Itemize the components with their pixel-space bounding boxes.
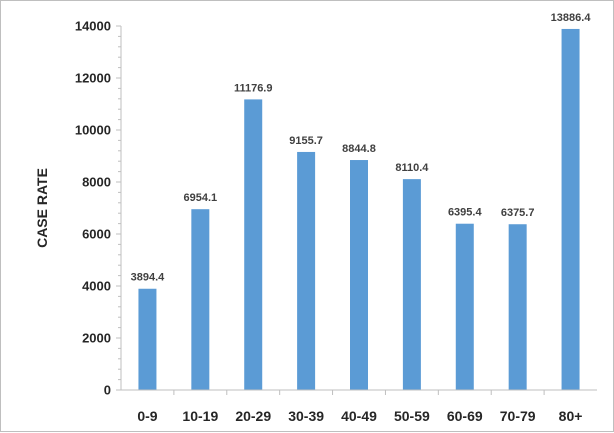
data-label: 9155.7 bbox=[289, 135, 323, 147]
y-tick-label: 14000 bbox=[75, 19, 111, 34]
y-tick-label: 12000 bbox=[75, 71, 111, 86]
bar-20-29 bbox=[244, 99, 263, 390]
x-tick-label: 0-9 bbox=[137, 408, 157, 424]
data-label: 6395.4 bbox=[448, 207, 483, 219]
x-tick-label: 30-39 bbox=[288, 408, 324, 424]
y-tick-label: 8000 bbox=[82, 175, 111, 190]
x-tick-label: 80+ bbox=[559, 408, 583, 424]
x-axis-labels: 0-9 10-19 20-29 30-39 40-49 50-59 60-69 70-79 80… bbox=[137, 390, 582, 424]
y-tick-label: 4000 bbox=[82, 279, 111, 294]
x-tick-label: 20-29 bbox=[235, 408, 271, 424]
bar-10-19 bbox=[191, 209, 210, 390]
bar-70-79 bbox=[508, 224, 527, 390]
data-labels: 3894.4 6954.1 11176.9 9155.7 8844.8 8110.4 639… bbox=[131, 12, 592, 284]
y-tick-label: 6000 bbox=[82, 227, 111, 242]
y-axis-title: CASE RATE bbox=[34, 168, 50, 248]
x-tick-label: 50-59 bbox=[394, 408, 430, 424]
x-tick-label: 70-79 bbox=[500, 408, 536, 424]
data-label: 3894.4 bbox=[131, 272, 166, 284]
bars bbox=[138, 28, 580, 390]
bar-60-69 bbox=[455, 223, 474, 390]
y-tick-label: 10000 bbox=[75, 123, 111, 138]
y-tick-label: 0 bbox=[104, 383, 111, 398]
bar-0-9 bbox=[138, 288, 157, 390]
x-tick-label: 60-69 bbox=[447, 408, 483, 424]
data-label: 13886.4 bbox=[551, 12, 592, 24]
bar-30-39 bbox=[297, 151, 316, 390]
x-tick-label: 40-49 bbox=[341, 408, 377, 424]
data-label: 8844.8 bbox=[342, 143, 376, 155]
x-tick-label: 10-19 bbox=[182, 408, 218, 424]
y-axis-ticks: 0 2000 4000 6000 8000 10000 12000 14000 bbox=[75, 19, 121, 398]
data-label: 6954.1 bbox=[184, 192, 218, 204]
y-tick-label: 2000 bbox=[82, 331, 111, 346]
bar-80+ bbox=[561, 28, 580, 390]
data-label: 11176.9 bbox=[234, 82, 273, 94]
data-label: 6375.7 bbox=[501, 207, 535, 219]
bar-40-49 bbox=[350, 160, 368, 390]
bar-50-59 bbox=[402, 179, 421, 390]
data-label: 8110.4 bbox=[395, 162, 429, 174]
